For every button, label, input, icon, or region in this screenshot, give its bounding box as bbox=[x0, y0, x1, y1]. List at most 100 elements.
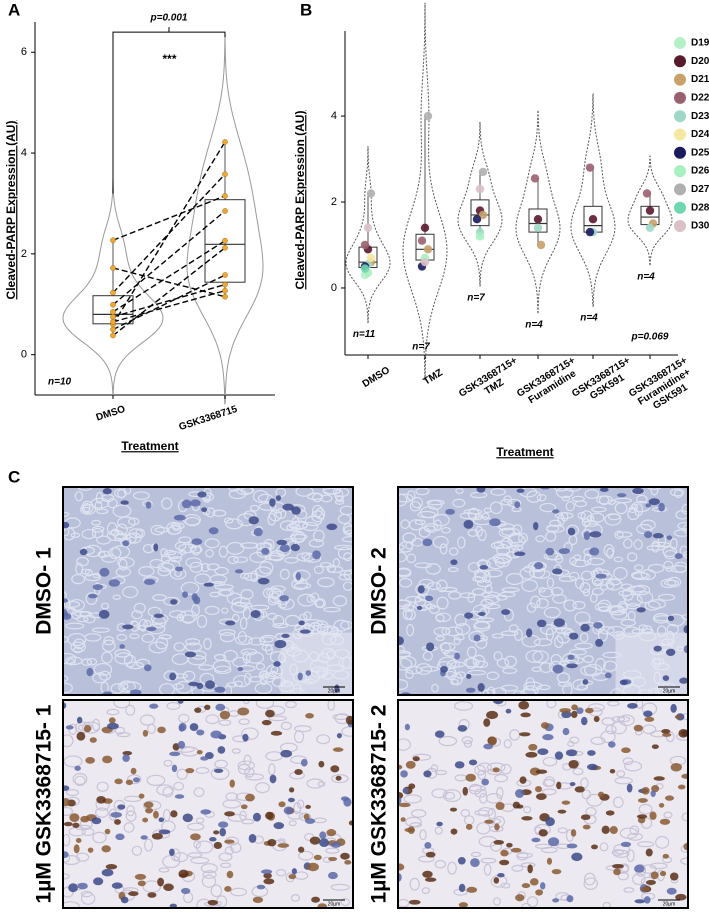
legend-swatch bbox=[674, 165, 686, 178]
data-point bbox=[366, 189, 376, 198]
data-point bbox=[110, 319, 116, 325]
panel-label: B bbox=[300, 0, 312, 19]
legend-label: D25 bbox=[691, 147, 709, 158]
n-label: n=4 bbox=[580, 313, 598, 324]
micrograph-label: 1µM GSK3368715- 2 bbox=[368, 705, 391, 904]
y-axis-title: Cleaved-PARP Expression (AU) bbox=[293, 111, 307, 290]
n-label: n=7 bbox=[412, 342, 430, 353]
micrograph-label: DMSO- 2 bbox=[368, 547, 391, 635]
data-point bbox=[420, 257, 430, 267]
data-point bbox=[110, 326, 116, 333]
data-point bbox=[585, 227, 595, 237]
pair-line bbox=[112, 195, 226, 241]
micrograph-frame bbox=[62, 699, 354, 909]
micrograph-label: DMSO- 1 bbox=[33, 547, 56, 635]
data-point bbox=[222, 208, 228, 214]
pair-line bbox=[112, 274, 226, 331]
data-point bbox=[645, 206, 655, 215]
y-tick-label: 0 bbox=[21, 349, 27, 361]
data-point bbox=[536, 240, 546, 250]
violin bbox=[402, 2, 448, 381]
data-point bbox=[222, 193, 228, 199]
data-point bbox=[110, 309, 116, 315]
x-tick-label: GSK3368715 bbox=[178, 404, 239, 433]
violin bbox=[457, 121, 503, 287]
data-point bbox=[423, 245, 433, 254]
y-tick-label: 2 bbox=[331, 196, 337, 208]
legend-label: D22 bbox=[691, 93, 709, 104]
data-point bbox=[366, 253, 376, 263]
data-point bbox=[110, 314, 116, 320]
data-point bbox=[475, 232, 485, 241]
x-tick-label: GSK3368715+Furamidine+GSK591 bbox=[627, 355, 701, 419]
data-point bbox=[110, 332, 116, 339]
legend-swatch bbox=[674, 73, 686, 86]
panel-a: 0 2 4 6 DMSO GSK3368715 p=0.001 *** n=10 Treatmen… bbox=[4, 13, 275, 453]
legend-swatch bbox=[674, 146, 686, 159]
data-point bbox=[360, 240, 370, 250]
legend-swatch bbox=[674, 220, 686, 232]
data-point bbox=[110, 289, 116, 296]
p-value: p=0.069 bbox=[631, 332, 669, 343]
violin bbox=[345, 145, 391, 323]
x-tick-label: GSK3368715+GSK591 bbox=[570, 355, 638, 409]
significance: *** bbox=[162, 52, 177, 66]
x-tick-label: GSK3368715+Furamidine bbox=[515, 355, 583, 409]
legend-label: D20 bbox=[691, 56, 709, 67]
n-label: n=4 bbox=[525, 320, 543, 331]
violin bbox=[570, 93, 616, 307]
data-point bbox=[478, 210, 488, 220]
legend-swatch bbox=[674, 110, 686, 123]
data-point bbox=[222, 272, 228, 278]
legend-swatch bbox=[674, 128, 686, 141]
y-tick-label: 4 bbox=[331, 110, 337, 122]
n-label: n=10 bbox=[48, 377, 72, 388]
legend-label: D28 bbox=[691, 202, 709, 213]
legend-swatch bbox=[674, 201, 686, 214]
scale-bar-label: 20µm bbox=[328, 901, 341, 907]
data-point bbox=[588, 215, 598, 224]
violin bbox=[515, 109, 561, 314]
data-point bbox=[645, 223, 655, 233]
legend-label: D30 bbox=[691, 221, 709, 232]
legend-label: D27 bbox=[691, 184, 709, 195]
panel-label: C bbox=[8, 467, 20, 486]
micrograph bbox=[63, 700, 353, 908]
x-axis-title: Treatment bbox=[496, 445, 553, 459]
micrograph-frame bbox=[397, 486, 689, 696]
data-point bbox=[222, 287, 228, 294]
y-tick-label: 4 bbox=[21, 147, 27, 159]
data-point bbox=[222, 237, 228, 244]
pair-line bbox=[112, 283, 226, 318]
pair-line bbox=[112, 289, 226, 323]
data-point bbox=[533, 223, 543, 233]
data-point bbox=[420, 223, 430, 233]
data-point bbox=[478, 167, 488, 177]
x-tick-label: DMSO bbox=[360, 364, 391, 389]
pair-line bbox=[112, 210, 226, 306]
data-point bbox=[222, 245, 228, 251]
data-point bbox=[222, 171, 228, 178]
data-point bbox=[530, 174, 540, 183]
data-point bbox=[363, 223, 373, 233]
x-axis-title: Treatment bbox=[121, 439, 178, 453]
data-point bbox=[360, 264, 370, 273]
legend-swatch bbox=[674, 91, 686, 104]
data-point bbox=[423, 111, 433, 121]
y-tick-label: 6 bbox=[21, 46, 27, 58]
y-axis-title: Cleaved-PARP Expression (AU) bbox=[4, 121, 18, 300]
data-point bbox=[642, 189, 652, 198]
legend-label: D24 bbox=[691, 129, 709, 140]
data-point bbox=[222, 281, 228, 288]
legend-swatch bbox=[674, 55, 686, 68]
pair-line bbox=[112, 247, 226, 337]
pair-line bbox=[112, 240, 226, 313]
micrograph-frame bbox=[62, 486, 354, 696]
data-point bbox=[472, 215, 482, 224]
n-label: n=7 bbox=[467, 293, 485, 304]
data-point bbox=[585, 163, 595, 172]
y-tick-label: 0 bbox=[331, 282, 337, 294]
data-point bbox=[222, 139, 228, 145]
data-point bbox=[110, 265, 116, 271]
